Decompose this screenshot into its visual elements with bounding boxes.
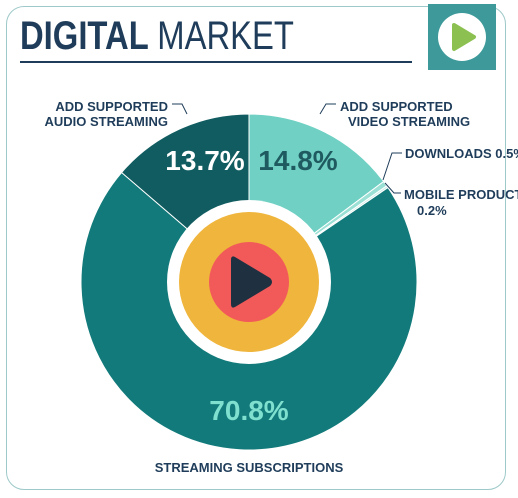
label-audio-line2: AUDIO STREAMING: [45, 114, 169, 129]
center-play-icon: [231, 256, 272, 308]
corner-logo-circle: [438, 13, 486, 61]
leader-video: [319, 103, 336, 115]
page-title: DIGITAL MARKET: [20, 12, 294, 60]
label-audio-line1: ADD SUPPORTED: [55, 99, 168, 114]
pct-audio: 13.7%: [165, 145, 244, 176]
label-subscriptions: STREAMING SUBSCRIPTIONS: [155, 460, 344, 475]
label-video-line1: ADD SUPPORTED: [340, 99, 453, 114]
corner-play-icon: [452, 23, 476, 51]
leader-lines: [172, 103, 402, 194]
label-mobile-line1: MOBILE PRODUCTS: [404, 187, 518, 202]
pct-subscriptions: 70.8%: [209, 395, 288, 426]
corner-logo: [428, 4, 496, 70]
leader-audio: [172, 103, 188, 115]
pct-video: 14.8%: [258, 145, 337, 176]
title-underline: [20, 61, 412, 63]
label-downloads-value: 0.5%: [495, 146, 518, 161]
label-video-line2: VIDEO STREAMING: [348, 114, 470, 129]
label-downloads: DOWNLOADS 0.5%: [405, 146, 518, 161]
leader-downloads: [382, 152, 402, 181]
title-bold: DIGITAL: [20, 14, 149, 58]
label-mobile-value: 0.2%: [417, 203, 447, 218]
title-light: MARKET: [157, 14, 294, 58]
leader-mobile: [384, 182, 401, 194]
label-downloads-name: DOWNLOADS: [405, 146, 492, 161]
